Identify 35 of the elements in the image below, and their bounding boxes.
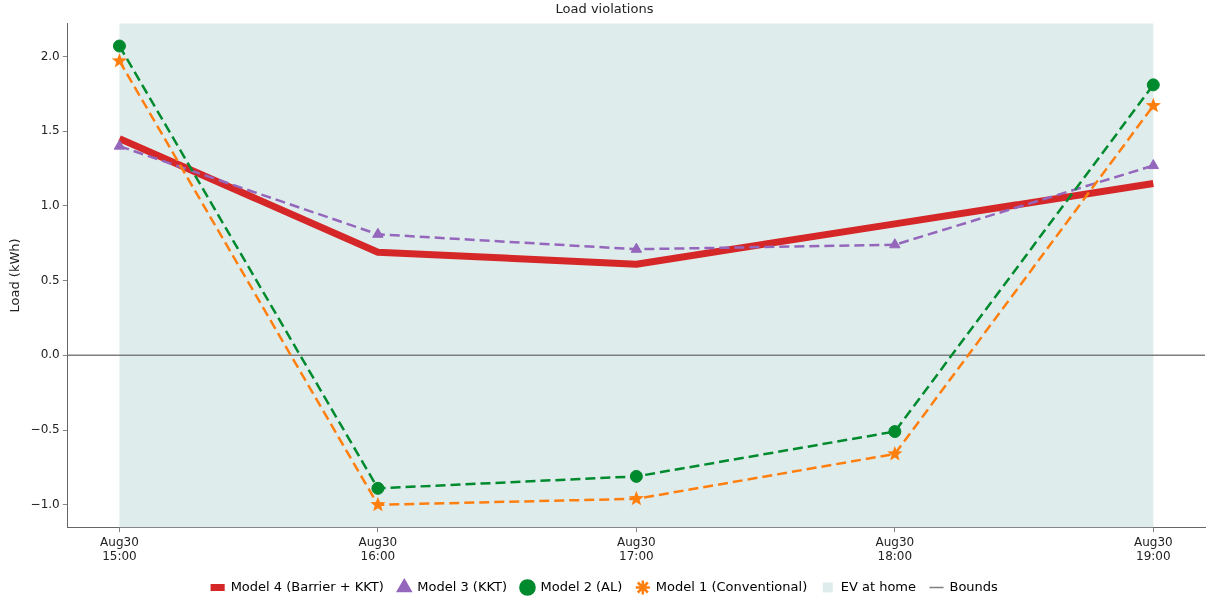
legend-label: Model 3 (KKT) [417,578,507,594]
point [1147,159,1159,170]
y-axis-title: Load (kWh) [7,238,23,313]
point [888,425,902,439]
point [889,238,901,249]
point [887,445,903,461]
x-tick-label: Aug30 17:00 [617,534,656,563]
legend-label: Model 2 (AL) [540,578,623,594]
point [370,496,386,512]
legend-label: Model 1 (Conventional) [655,578,808,594]
x-tick-label: Aug30 19:00 [1133,534,1173,563]
point [113,139,126,150]
y-tick-label: 1.5 [40,123,60,138]
y-tick-label: 1.0 [40,198,60,213]
point [628,490,644,506]
y-tick-label: 2.0 [40,48,60,63]
chart-title: Load violations [555,1,654,17]
legend-label: EV at home [840,578,916,594]
point [111,52,128,68]
point [630,242,643,253]
x-tick-label: Aug30 16:00 [358,534,398,563]
point [629,469,643,483]
point [372,227,384,238]
y-tick-label: −0.5 [30,422,60,437]
legend-label: Bounds [949,578,999,594]
point [371,481,385,495]
y-tick-label: 0.5 [40,272,60,287]
point [112,39,126,53]
x-tick-label: Aug30 15:00 [100,534,139,563]
y-tick-label: −1.0 [30,496,60,511]
y-tick-label: 0.0 [40,347,60,362]
legend-label: Model 4 (Barrier + KKT) [230,578,384,594]
point [1145,97,1161,113]
point [1146,78,1160,92]
x-tick-label: Aug30 18:00 [875,534,915,563]
